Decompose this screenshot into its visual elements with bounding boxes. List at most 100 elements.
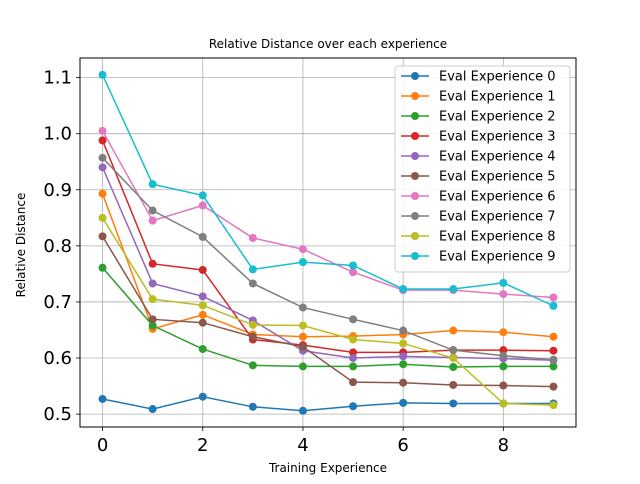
y-tick-label: 1.0: [43, 124, 72, 145]
data-point: [499, 351, 508, 360]
data-point: [148, 216, 157, 225]
legend-entry: Eval Experience 6: [401, 190, 556, 205]
data-point: [349, 335, 358, 344]
data-point: [148, 259, 157, 268]
data-point: [349, 261, 358, 270]
data-point: [148, 180, 157, 189]
data-point: [248, 332, 257, 341]
data-point: [298, 362, 307, 371]
x-tick-label: 4: [297, 435, 308, 456]
data-point: [399, 285, 408, 294]
data-point: [449, 362, 458, 371]
legend-label: Eval Experience 9: [439, 250, 556, 265]
data-point: [549, 293, 558, 302]
data-point: [549, 332, 558, 341]
data-point: [298, 303, 307, 312]
data-point: [499, 362, 508, 371]
data-point: [549, 401, 558, 410]
data-point: [399, 378, 408, 387]
data-point: [298, 332, 307, 341]
series-lines: [98, 70, 558, 415]
data-point: [349, 354, 358, 363]
data-point: [198, 318, 207, 327]
data-point: [449, 354, 458, 363]
data-point: [98, 153, 107, 162]
data-point: [248, 320, 257, 329]
data-point: [349, 348, 358, 357]
legend-marker: [411, 152, 419, 160]
data-point: [148, 279, 157, 288]
data-point: [298, 342, 307, 351]
data-point: [148, 295, 157, 304]
data-point: [399, 326, 408, 335]
x-tick-label: 0: [97, 435, 108, 456]
legend-entry: Eval Experience 8: [401, 230, 556, 245]
data-point: [98, 136, 107, 145]
data-point: [198, 201, 207, 210]
chart-title: Relative Distance over each experience: [209, 37, 447, 51]
legend-entry: Eval Experience 9: [401, 250, 556, 265]
data-point: [349, 362, 358, 371]
data-point: [148, 315, 157, 324]
series-9: [98, 70, 558, 310]
legend: Eval Experience 0 Eval Experience 1 Eval E…: [394, 65, 571, 273]
data-point: [449, 285, 458, 294]
legend-label: Eval Experience 0: [439, 70, 556, 85]
legend-marker: [411, 72, 419, 80]
series-line: [101, 140, 554, 354]
data-point: [549, 346, 558, 355]
data-point: [499, 346, 508, 355]
data-point: [198, 392, 207, 401]
data-point: [198, 292, 207, 301]
series-2: [98, 263, 558, 371]
data-point: [298, 245, 307, 254]
series-line: [101, 267, 554, 368]
y-axis-label: Relative Distance: [14, 193, 28, 298]
series-8: [98, 213, 558, 410]
y-tick-label: 1.1: [43, 68, 72, 89]
data-point: [349, 315, 358, 324]
series-line: [101, 217, 554, 406]
data-point: [198, 301, 207, 310]
x-tick-label: 6: [397, 435, 408, 456]
y-tick-label: 0.8: [43, 236, 72, 257]
data-point: [349, 268, 358, 277]
data-point: [98, 263, 107, 272]
data-point: [449, 346, 458, 355]
legend-entry: Eval Experience 7: [401, 210, 556, 225]
x-axis-ticks: 0 2 4 6 8: [97, 427, 509, 456]
x-tick-label: 8: [498, 435, 509, 456]
legend-label: Eval Experience 6: [439, 190, 556, 205]
data-point: [298, 258, 307, 267]
data-point: [148, 321, 157, 330]
data-point: [298, 321, 307, 330]
y-tick-label: 0.5: [43, 404, 72, 425]
x-tick-label: 2: [197, 435, 208, 456]
data-point: [98, 189, 107, 198]
legend-marker: [411, 132, 419, 140]
data-point: [98, 232, 107, 241]
data-point: [449, 399, 458, 408]
data-point: [148, 206, 157, 215]
data-point: [549, 301, 558, 310]
series-line: [101, 74, 554, 307]
data-point: [298, 406, 307, 415]
data-point: [248, 361, 257, 370]
data-point: [98, 70, 107, 79]
data-point: [399, 360, 408, 369]
legend-label: Eval Experience 4: [439, 150, 556, 165]
data-point: [349, 378, 358, 387]
legend-marker: [411, 92, 419, 100]
series-5: [98, 232, 558, 391]
data-point: [98, 163, 107, 172]
data-point: [499, 399, 508, 408]
legend-label: Eval Experience 3: [439, 130, 556, 145]
y-tick-label: 0.6: [43, 348, 72, 369]
legend-marker: [411, 192, 419, 200]
y-axis-ticks: 0.5 0.6 0.7 0.8 0.9 1.0 1.1: [43, 68, 80, 425]
legend-marker: [411, 252, 419, 260]
data-point: [198, 232, 207, 241]
legend-label: Eval Experience 2: [439, 110, 556, 125]
y-tick-label: 0.9: [43, 180, 72, 201]
data-point: [399, 352, 408, 361]
